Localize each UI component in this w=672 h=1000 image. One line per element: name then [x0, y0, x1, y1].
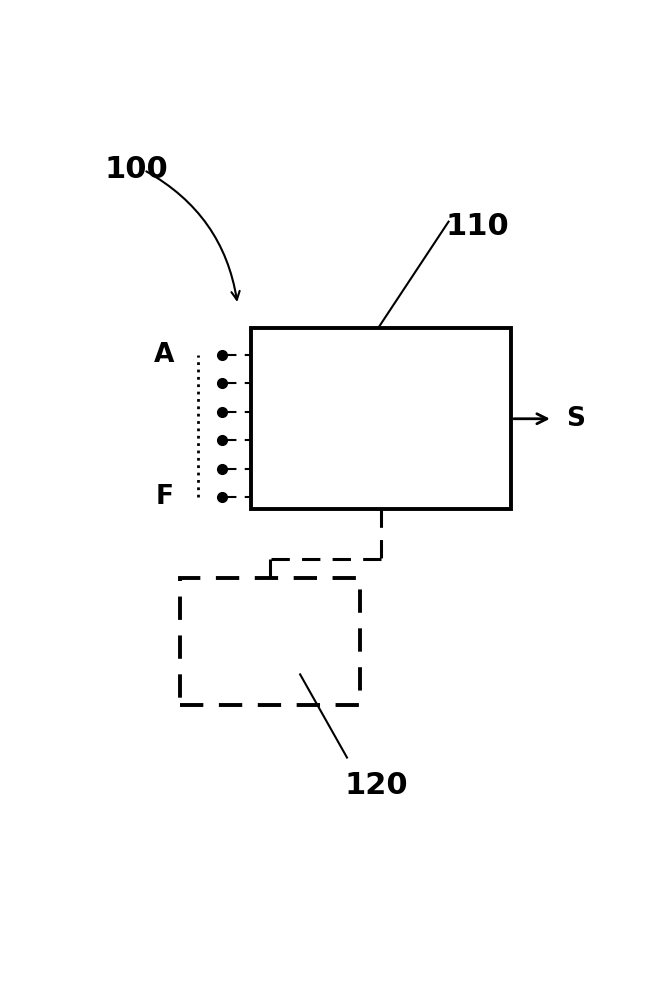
Text: 110: 110: [446, 212, 509, 241]
Text: A: A: [154, 342, 174, 368]
Bar: [180, 578, 360, 705]
Text: S: S: [566, 406, 585, 432]
Text: F: F: [156, 484, 174, 510]
Bar: [251, 328, 511, 509]
Text: 100: 100: [105, 155, 169, 184]
Text: 120: 120: [345, 771, 408, 800]
